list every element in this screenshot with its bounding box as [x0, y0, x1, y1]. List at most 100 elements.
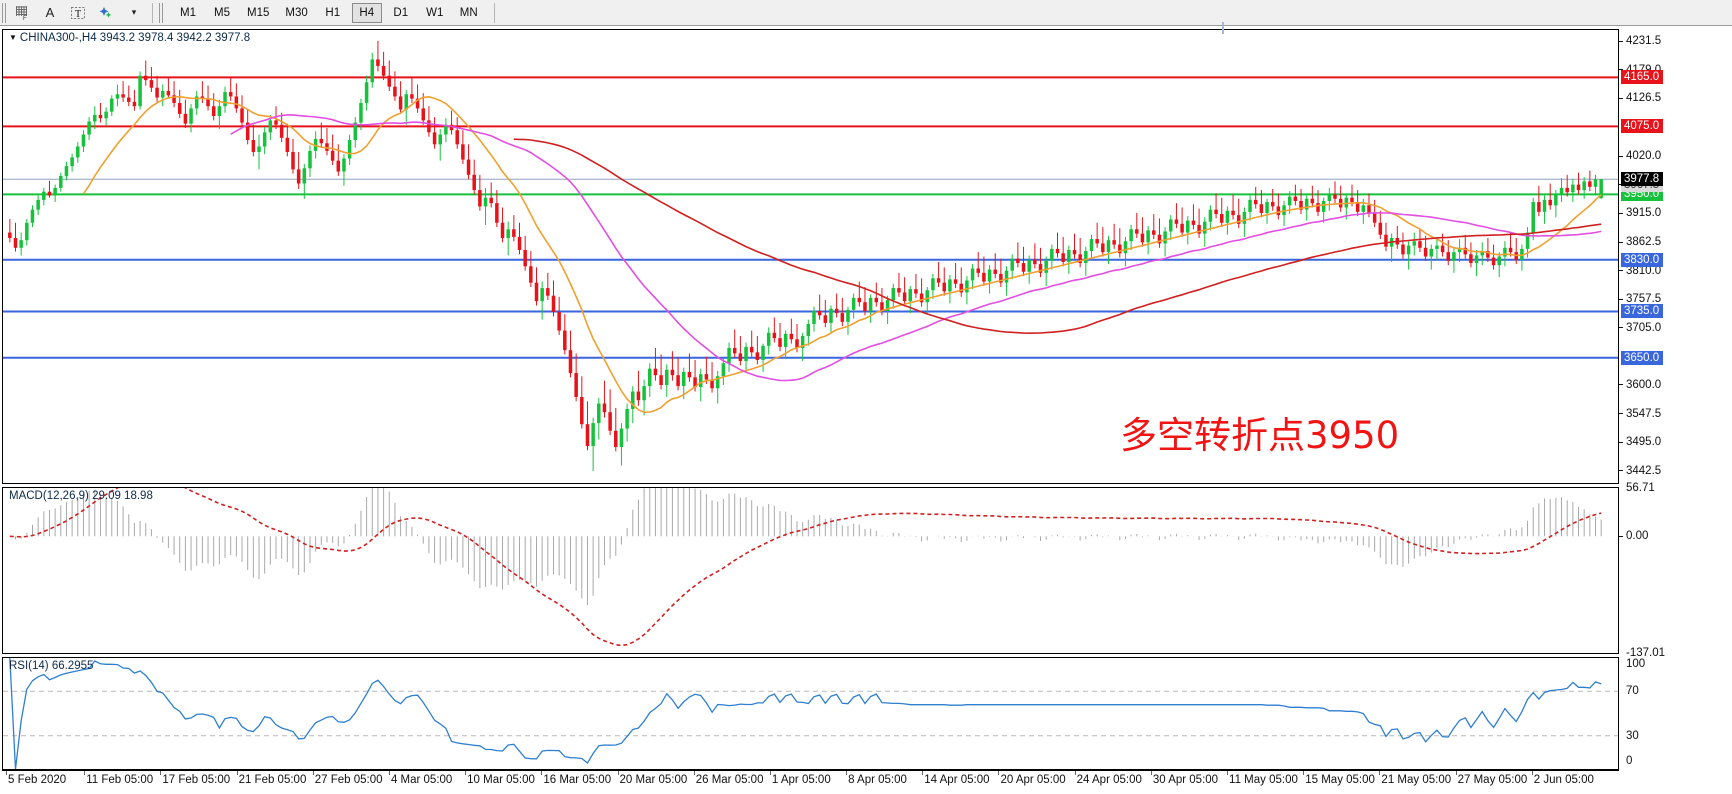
collapse-arrow-icon[interactable]: ▼: [9, 33, 17, 43]
price-marker-blue[interactable]: 3830.0: [1621, 252, 1664, 267]
rsi-tick-label: 100: [1626, 658, 1646, 670]
candle-body: [1208, 209, 1213, 222]
candle-body: [376, 59, 380, 66]
price-axis-scale[interactable]: 4231.54179.04126.54020.03967.53915.03862…: [1619, 29, 1732, 484]
dropdown-arrow-icon[interactable]: ▾: [121, 2, 147, 24]
candle-body: [1067, 249, 1071, 262]
timeframe-button-h1[interactable]: H1: [318, 3, 348, 23]
macd-axis-scale[interactable]: 56.71 0.00 -137.01: [1619, 482, 1732, 659]
candle-body: [1463, 247, 1468, 255]
candle-body: [914, 289, 918, 294]
price-tick-label: 4231.5: [1626, 35, 1662, 48]
timeframe-button-m1[interactable]: M1: [173, 3, 203, 23]
timeframe-grip[interactable]: [159, 2, 165, 23]
price-marker-blue[interactable]: 3735.0: [1621, 304, 1664, 319]
candlestick: [812, 306, 816, 332]
price-marker-black[interactable]: 3977.8: [1621, 172, 1664, 187]
price-marker-label: 3977.8: [1624, 173, 1660, 186]
timeframe-label: M1: [180, 6, 196, 19]
time-tick: [1379, 771, 1381, 775]
candlestick: [370, 52, 375, 88]
candlestick: [319, 122, 324, 148]
symbol-header: ▼ CHINA300-,H4 3943.2 3978.4 3942.2 3977.…: [9, 32, 250, 44]
candlestick: [472, 159, 476, 195]
candle-body: [580, 396, 584, 425]
time-axis-label: 24 Apr 05:00: [1076, 774, 1142, 786]
candlestick: [53, 184, 57, 203]
toolbar-grip[interactable]: [2, 2, 8, 23]
time-tick: [160, 771, 162, 775]
candlestick: [1236, 198, 1241, 229]
candlestick: [330, 134, 335, 166]
candle-body: [919, 293, 924, 303]
candlestick: [1186, 216, 1190, 245]
timeframe-button-m30[interactable]: M30: [279, 3, 313, 23]
rsi-axis-scale[interactable]: 100 70 30 0: [1619, 657, 1732, 770]
macd-tick: 0.00: [1619, 530, 1648, 542]
price-tick-label: 3705.0: [1626, 321, 1662, 334]
time-tick: [1074, 771, 1076, 775]
candle-body: [681, 371, 686, 387]
candle-body: [704, 374, 709, 380]
timeframe-button-mn[interactable]: MN: [454, 3, 484, 23]
rsi-pane[interactable]: RSI(14) 66.2955: [2, 657, 1619, 770]
price-tick: 3495.0: [1619, 436, 1661, 448]
candle-body: [880, 302, 884, 311]
price-tick-label: 3757.5: [1626, 293, 1662, 306]
candlestick: [296, 151, 301, 189]
main-toolbar: F A T ▾ M1 M5 M15 M30 H1 H4 D1 W1 MN: [0, 0, 1732, 26]
time-tick: [998, 771, 1000, 775]
candlestick: [376, 40, 380, 72]
candlestick: [551, 280, 556, 317]
timeframe-button-m5[interactable]: M5: [207, 3, 237, 23]
candle-body: [87, 121, 91, 135]
candle-body: [200, 96, 205, 99]
price-marker-red[interactable]: 4075.0: [1621, 119, 1664, 134]
timeframe-button-w1[interactable]: W1: [420, 3, 450, 23]
crosshair-grid-icon[interactable]: F: [9, 2, 35, 24]
candle-body: [648, 368, 652, 387]
candle-body: [1253, 199, 1258, 205]
candlestick: [506, 221, 510, 256]
text-label-icon[interactable]: T: [65, 2, 91, 24]
timeframe-button-h4[interactable]: H4: [351, 2, 382, 23]
chart-annotation[interactable]: 多空转折点3950: [1120, 414, 1400, 457]
candle-body: [1588, 181, 1592, 187]
text-A-icon[interactable]: A: [37, 2, 63, 24]
candlestick: [1004, 266, 1009, 296]
candle-body: [1423, 247, 1428, 257]
candle-body: [461, 144, 465, 160]
timeframe-button-m15[interactable]: M15: [241, 3, 275, 23]
objects-icon[interactable]: [93, 2, 119, 24]
time-axis-label: 27 May 05:00: [1457, 774, 1528, 786]
candlestick: [670, 351, 675, 381]
candle-body: [936, 278, 941, 283]
candle-body: [659, 375, 663, 385]
candle-body: [840, 313, 845, 322]
candlestick: [710, 362, 714, 393]
candle-body: [529, 266, 533, 283]
candle-body: [1333, 194, 1337, 199]
candle-body: [1429, 248, 1434, 257]
time-axis[interactable]: 5 Feb 2020 11 Feb 05:00 17 Feb 05:00 21 Feb…: [2, 770, 1619, 793]
price-candles-svg: [3, 40, 1618, 472]
candle-body: [211, 106, 216, 117]
timeframe-button-d1[interactable]: D1: [386, 3, 416, 23]
candlestick: [653, 347, 658, 381]
candlestick: [568, 330, 573, 378]
candle-body: [257, 146, 261, 152]
price-marker-red[interactable]: 4165.0: [1621, 70, 1664, 85]
candle-body: [727, 347, 731, 364]
price-marker-blue[interactable]: 3650.0: [1621, 350, 1664, 365]
macd-pane[interactable]: MACD(12,26,9) 29.09 18.98: [2, 487, 1619, 654]
price-chart-pane[interactable]: ▼ CHINA300-,H4 3943.2 3978.4 3942.2 3977.…: [2, 29, 1619, 484]
candle-body: [868, 297, 873, 311]
toolbar-divider-2: [493, 2, 495, 23]
price-chart-inner: ▼ CHINA300-,H4 3943.2 3978.4 3942.2 3977.…: [3, 30, 1618, 483]
candlestick: [772, 317, 777, 343]
candlestick: [251, 124, 256, 157]
candlestick: [529, 251, 533, 287]
candle-body: [851, 297, 856, 310]
candlestick: [948, 275, 952, 304]
candle-body: [296, 169, 301, 184]
